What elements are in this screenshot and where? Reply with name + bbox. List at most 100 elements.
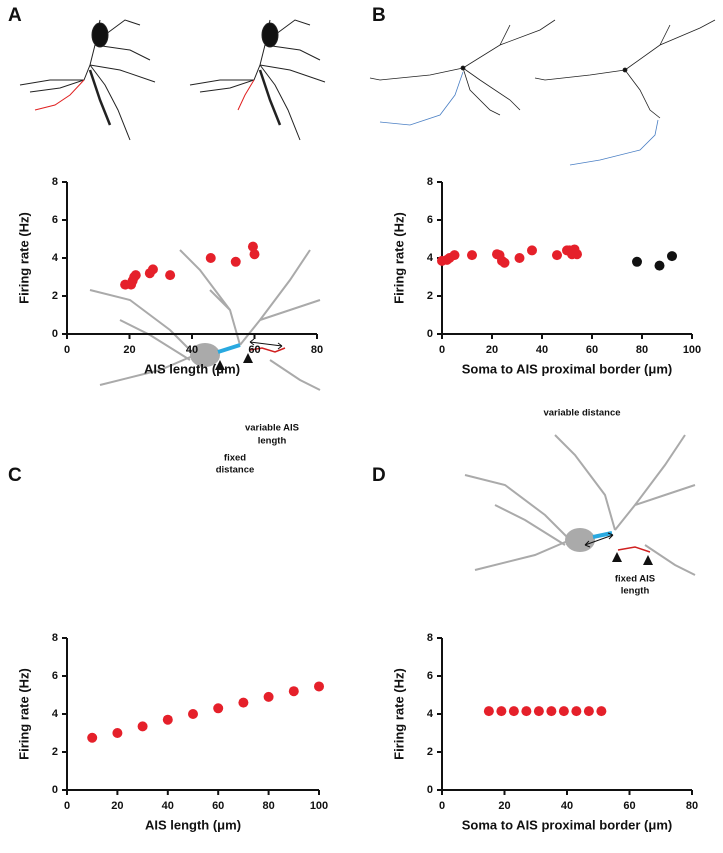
neuron-a (19, 19, 326, 141)
annotation: variable AIS (245, 423, 299, 434)
point (546, 706, 557, 717)
x-tick-label: 40 (186, 344, 198, 356)
y-axis-label: Firing rate (Hz) (391, 668, 406, 760)
point (467, 250, 477, 261)
x-tick-label: 0 (439, 344, 445, 356)
point (499, 257, 510, 268)
point (213, 703, 224, 714)
y-tick-label: 4 (52, 708, 59, 720)
x-tick-label: 60 (212, 800, 224, 812)
point (527, 245, 537, 256)
x-axis-label: AIS length (μm) (144, 361, 240, 376)
annotation: variable distance (543, 408, 620, 419)
x-tick-label: 100 (310, 800, 328, 812)
y-tick-label: 6 (427, 670, 433, 682)
point (249, 249, 260, 260)
point (247, 241, 258, 252)
x-axis-label: AIS length (μm) (145, 817, 241, 832)
point (165, 270, 176, 281)
y-tick-label: 8 (427, 176, 433, 188)
point (533, 706, 544, 717)
y-tick-label: 4 (427, 708, 434, 720)
neuron-b (369, 19, 716, 166)
y-tick-label: 0 (52, 784, 58, 796)
point (521, 706, 532, 717)
point (87, 732, 98, 743)
point (449, 250, 460, 261)
point (596, 706, 607, 717)
panel-label: C (8, 465, 22, 486)
x-tick-label: 20 (123, 344, 135, 356)
x-tick-label: 40 (162, 800, 174, 812)
x-tick-label: 60 (623, 800, 635, 812)
x-tick-label: 80 (686, 800, 698, 812)
x-tick-label: 80 (262, 800, 274, 812)
point (263, 691, 274, 702)
point (632, 256, 642, 267)
panel-label: A (8, 5, 22, 26)
y-tick-label: 2 (427, 290, 433, 302)
panel-label: B (372, 5, 386, 26)
x-tick-label: 20 (111, 800, 123, 812)
point (188, 709, 198, 719)
point (654, 260, 665, 271)
y-axis-label: Firing rate (Hz) (391, 212, 406, 304)
point (571, 706, 582, 717)
x-tick-label: 0 (439, 800, 445, 812)
x-tick-label: 60 (586, 344, 598, 356)
annotation: length (258, 436, 287, 447)
y-tick-label: 8 (427, 632, 433, 644)
point (130, 270, 141, 281)
x-tick-label: 20 (498, 800, 510, 812)
annotation: length (621, 586, 650, 597)
y-tick-label: 2 (52, 290, 58, 302)
y-axis-label: Firing rate (Hz) (16, 212, 31, 304)
point (496, 706, 507, 717)
y-tick-label: 6 (52, 670, 58, 682)
x-tick-label: 0 (64, 800, 70, 812)
point (147, 264, 158, 275)
y-axis-label: Firing rate (Hz) (16, 668, 31, 760)
y-tick-label: 8 (52, 632, 58, 644)
annotation: distance (216, 465, 255, 476)
x-tick-label: 100 (683, 344, 701, 356)
point (230, 256, 241, 267)
point (667, 251, 677, 262)
y-tick-label: 0 (52, 328, 58, 340)
x-tick-label: 40 (561, 800, 573, 812)
annotation: fixed AIS (615, 574, 655, 585)
point (288, 686, 299, 697)
point (583, 706, 594, 717)
y-tick-label: 2 (52, 746, 58, 758)
point (112, 728, 123, 738)
point (238, 697, 249, 708)
point (483, 706, 494, 717)
x-tick-label: 0 (64, 344, 70, 356)
x-tick-label: 40 (536, 344, 548, 356)
y-tick-label: 0 (427, 784, 433, 796)
annotation: fixed (224, 453, 246, 464)
point (572, 249, 582, 260)
point (558, 706, 569, 717)
point (514, 253, 525, 263)
x-axis-label: Soma to AIS proximal border (μm) (462, 817, 672, 832)
y-tick-label: 6 (52, 214, 58, 226)
y-tick-label: 0 (427, 328, 433, 340)
point (552, 250, 562, 261)
y-tick-label: 4 (427, 252, 434, 264)
neuron-d (464, 434, 696, 576)
x-tick-label: 80 (311, 344, 323, 356)
point (508, 706, 519, 717)
x-tick-label: 60 (248, 344, 260, 356)
y-tick-label: 8 (52, 176, 58, 188)
point (205, 253, 216, 263)
point (137, 721, 148, 732)
point (162, 714, 173, 725)
x-tick-label: 80 (636, 344, 648, 356)
x-axis-label: Soma to AIS proximal border (μm) (462, 361, 672, 376)
y-tick-label: 4 (52, 252, 59, 264)
y-tick-label: 2 (427, 746, 433, 758)
x-tick-label: 20 (486, 344, 498, 356)
point (314, 681, 324, 692)
